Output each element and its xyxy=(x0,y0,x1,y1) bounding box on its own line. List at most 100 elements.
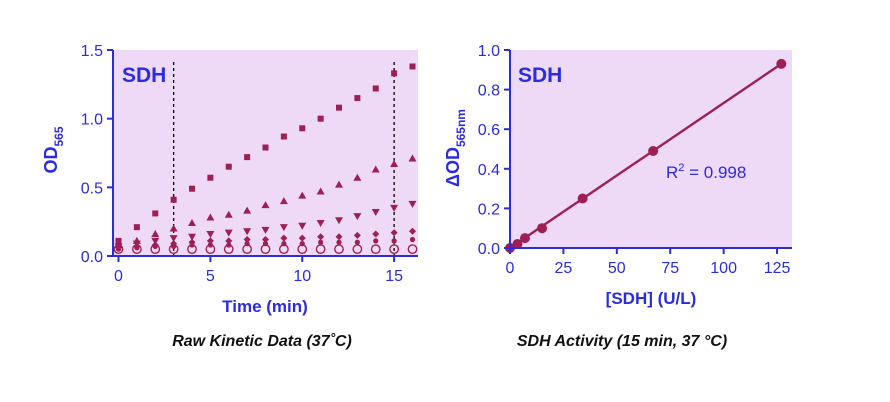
data-point xyxy=(372,230,380,238)
data-point xyxy=(151,230,160,238)
data-point xyxy=(298,191,307,199)
data-point xyxy=(131,244,142,255)
data-point xyxy=(242,244,253,255)
data-point xyxy=(279,197,288,205)
data-point xyxy=(373,238,379,244)
data-point xyxy=(370,244,381,255)
data-point xyxy=(206,237,214,245)
data-point xyxy=(318,239,324,245)
data-point xyxy=(299,125,306,132)
data-point xyxy=(188,219,197,227)
activity-y-tick-label: 0.0 xyxy=(478,241,500,258)
kinetic-caption: Raw Kinetic Data (37˚C) xyxy=(172,333,352,350)
data-point xyxy=(298,234,306,242)
kinetic-x-tick-label: 0 xyxy=(114,268,123,285)
data-point xyxy=(207,174,214,181)
activity-x-tick-label: 50 xyxy=(608,260,626,277)
data-point xyxy=(261,226,270,234)
data-point xyxy=(223,244,234,255)
data-point xyxy=(390,204,399,212)
kinetic-x-ticks: 0 5 10 15 xyxy=(114,256,403,285)
data-point xyxy=(371,165,380,173)
activity-y-tick-label: 1.0 xyxy=(478,43,500,60)
activity-x-tick-label: 100 xyxy=(710,260,737,277)
data-point xyxy=(334,217,343,225)
data-point xyxy=(262,144,269,151)
data-point xyxy=(188,233,197,241)
data-point xyxy=(150,244,161,255)
activity-y-ticks: 0.0 0.2 0.4 0.6 0.8 1.0 xyxy=(478,43,510,258)
data-point xyxy=(224,210,233,218)
data-point xyxy=(243,206,252,214)
activity-data-points xyxy=(505,58,787,253)
data-point xyxy=(115,237,122,244)
data-point xyxy=(371,209,380,217)
activity-x-tick-label: 25 xyxy=(555,260,573,277)
data-point xyxy=(353,173,362,181)
data-point xyxy=(189,185,196,192)
data-point xyxy=(409,63,416,70)
activity-panel-label: SDH xyxy=(518,64,562,87)
kinetic-x-label: Time (min) xyxy=(222,297,308,316)
activity-x-ticks: 0 25 50 75 100 125 xyxy=(506,248,790,277)
activity-x-label: [SDH] (U/L) xyxy=(606,289,697,308)
kinetic-x-tick-label: 10 xyxy=(293,268,311,285)
data-point xyxy=(134,245,140,251)
data-point xyxy=(408,200,417,208)
data-point xyxy=(336,239,342,245)
data-point xyxy=(278,244,289,255)
data-point xyxy=(280,133,287,140)
data-point xyxy=(187,244,197,255)
data-point xyxy=(151,237,160,245)
activity-y-tick-label: 0.6 xyxy=(478,122,500,139)
data-point xyxy=(206,231,215,239)
data-point xyxy=(407,244,418,255)
activity-panel: 0.0 0.2 0.4 0.6 0.8 1.0 0 25 50 75 100 125 SDH R2 … xyxy=(443,43,792,350)
kinetic-vertical-markers xyxy=(172,62,395,256)
data-point xyxy=(519,233,530,244)
data-point xyxy=(352,244,363,255)
data-point xyxy=(168,244,179,255)
data-point xyxy=(353,213,362,221)
data-point xyxy=(113,244,124,255)
data-point xyxy=(261,201,270,209)
data-point xyxy=(391,238,397,244)
data-point xyxy=(408,227,416,235)
data-point xyxy=(317,115,324,122)
activity-y-tick-label: 0.8 xyxy=(478,83,500,100)
kinetic-y-tick-label: 0.5 xyxy=(81,180,103,197)
kinetic-y-label: OD565 xyxy=(41,126,66,173)
kinetic-y-ticks: 0.0 0.5 1.0 1.5 xyxy=(81,43,113,266)
data-point xyxy=(537,223,548,234)
kinetic-panel-label: SDH xyxy=(122,64,166,87)
data-point xyxy=(316,220,325,228)
data-point xyxy=(372,85,379,92)
data-point xyxy=(408,154,417,162)
data-point xyxy=(334,244,344,255)
kinetic-y-tick-label: 0.0 xyxy=(81,249,103,266)
data-point xyxy=(262,236,269,244)
data-point xyxy=(391,70,398,77)
kinetic-panel: 0.0 0.5 1.0 1.5 0 5 10 15 SDH OD565 Time (min)… xyxy=(41,43,418,350)
data-point xyxy=(316,187,325,195)
data-point xyxy=(648,145,659,156)
data-point xyxy=(260,244,271,255)
data-point xyxy=(133,224,140,231)
data-point xyxy=(206,213,215,221)
activity-x-tick-label: 75 xyxy=(661,260,679,277)
activity-fit-line xyxy=(509,62,782,249)
activity-caption: SDH Activity (15 min, 37 °C) xyxy=(517,333,727,350)
data-point xyxy=(205,244,216,255)
data-point xyxy=(169,224,178,232)
data-point xyxy=(512,239,523,250)
data-point xyxy=(225,237,233,245)
data-point xyxy=(169,235,178,243)
data-point xyxy=(390,229,398,237)
data-point xyxy=(280,234,288,242)
activity-y-tick-label: 0.4 xyxy=(478,162,500,179)
data-point xyxy=(298,222,307,230)
data-point xyxy=(243,236,251,244)
data-point xyxy=(334,180,343,188)
data-point xyxy=(170,196,177,203)
kinetic-data-points xyxy=(113,63,418,255)
